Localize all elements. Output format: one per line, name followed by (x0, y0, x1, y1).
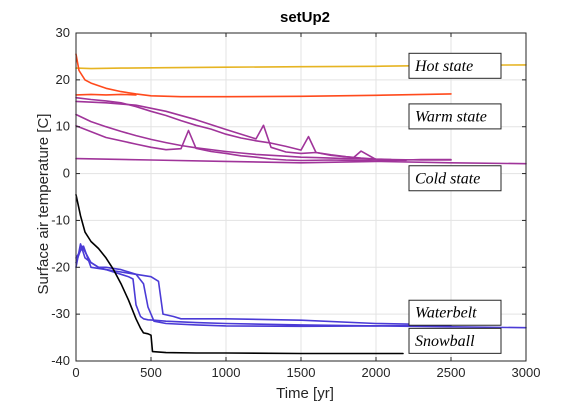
x-tick-label: 500 (140, 365, 162, 380)
series-line-4 (75, 157, 527, 165)
annotation-layer: Hot state Warm state Cold state Waterbelt Sn… (408, 52, 502, 354)
series-line-5 (75, 125, 452, 162)
annotation-label: Hot state (414, 58, 473, 75)
series-line-10 (75, 245, 452, 328)
series-line-3 (75, 93, 137, 96)
y-tick-label: 30 (56, 25, 70, 40)
series-line-11 (75, 245, 452, 326)
annotation-label: Warm state (415, 108, 487, 125)
series-line-12 (75, 193, 404, 355)
tick-layer: 0 500 1000 1500 2000 2500 3000 -40 -30 -20 -10 0 10 2… (51, 25, 540, 380)
y-tick-label: 0 (63, 166, 70, 181)
series-line-2 (75, 53, 452, 98)
y-tick-label: 10 (56, 119, 70, 134)
x-axis-label: Time [yr] (276, 385, 334, 402)
series-line-7 (75, 96, 392, 161)
x-tick-label: 0 (72, 365, 79, 380)
y-tick-label: -30 (51, 306, 70, 321)
annotation-label: Cold state (415, 170, 480, 187)
x-tick-label: 1500 (287, 365, 316, 380)
x-tick-label: 1000 (212, 365, 241, 380)
annotation-box (408, 327, 502, 354)
series-line-6 (75, 100, 407, 162)
x-tick-label: 2000 (362, 365, 391, 380)
annotation-box (408, 103, 502, 130)
annotation-box (408, 299, 502, 326)
y-tick-label: -40 (51, 353, 70, 368)
annotation-label: Snowball (415, 333, 475, 350)
annotation-box (408, 52, 502, 79)
y-tick-label: 20 (56, 72, 70, 87)
annotation-label: Waterbelt (415, 305, 477, 322)
series-line-8 (75, 113, 452, 161)
y-tick-label: -10 (51, 212, 70, 227)
chart-title: setUp2 (280, 9, 330, 26)
x-tick-label: 2500 (437, 365, 466, 380)
series-layer (75, 53, 527, 355)
y-tick-label: -20 (51, 259, 70, 274)
annotation-box (408, 165, 502, 192)
x-tick-label: 3000 (512, 365, 541, 380)
y-axis-label: Surface air temperature [C] (35, 114, 52, 295)
